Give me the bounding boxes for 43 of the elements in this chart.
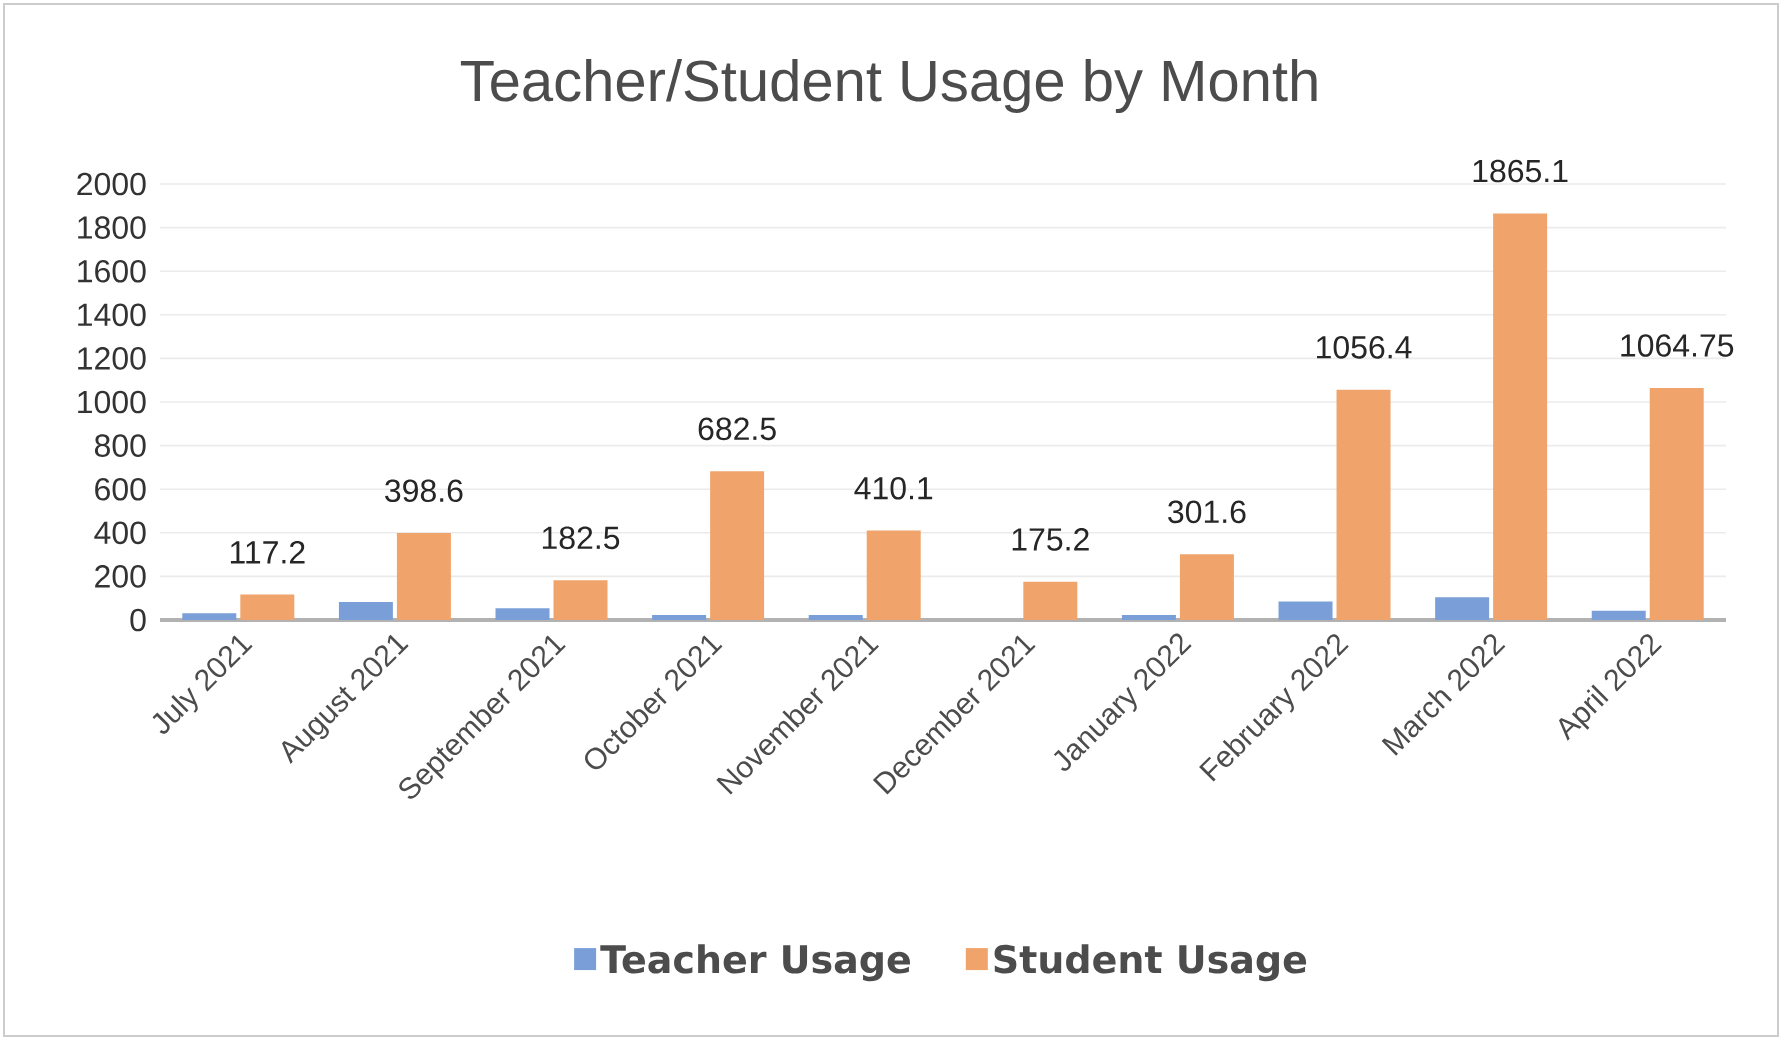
y-tick-label: 1400 [78, 303, 146, 327]
data-label: 410.1 [854, 476, 933, 500]
data-label: 182.5 [542, 526, 620, 550]
chart-title: Teacher/Student Usage by Month [460, 58, 1317, 114]
bar [1435, 597, 1490, 620]
y-tick-label: 1200 [78, 347, 146, 370]
bar [1591, 610, 1646, 620]
y-tick-label: 600 [95, 477, 146, 501]
data-label: 117.2 [230, 541, 305, 564]
data-label: 1865.1 [1473, 159, 1568, 183]
y-tick-label: 1800 [78, 216, 146, 239]
bar [553, 580, 608, 620]
bar [396, 533, 451, 620]
data-label: 175.2 [1012, 528, 1089, 551]
bar [1649, 387, 1704, 620]
legend-label: Teacher Usage [600, 944, 910, 982]
bar [182, 613, 237, 620]
data-label: 1056.4 [1317, 335, 1412, 359]
bar [1121, 614, 1176, 620]
bar [1023, 581, 1078, 620]
bar [1278, 601, 1333, 620]
bar [1493, 213, 1548, 620]
bar [808, 614, 863, 620]
bar [338, 602, 393, 620]
y-tick-label: 2000 [77, 172, 146, 196]
bar [1179, 554, 1234, 620]
bar [866, 530, 921, 620]
bar [240, 594, 295, 620]
y-tick-label: 400 [94, 521, 146, 545]
y-tick-label: 800 [94, 434, 146, 457]
data-label: 682.5 [698, 417, 776, 441]
bar [1336, 389, 1391, 620]
data-label: 301.6 [1168, 500, 1246, 524]
bar [710, 471, 765, 620]
bar [652, 614, 707, 620]
data-label: 1064.75 [1621, 334, 1734, 357]
y-tick-label: 1000 [78, 390, 146, 414]
legend-label: Student Usage [994, 944, 1307, 982]
bar [495, 608, 550, 620]
data-label: 398.6 [385, 479, 463, 503]
y-tick-label: 0 [130, 608, 146, 632]
y-tick-label: 200 [95, 565, 146, 588]
y-tick-label: 1600 [78, 259, 146, 283]
